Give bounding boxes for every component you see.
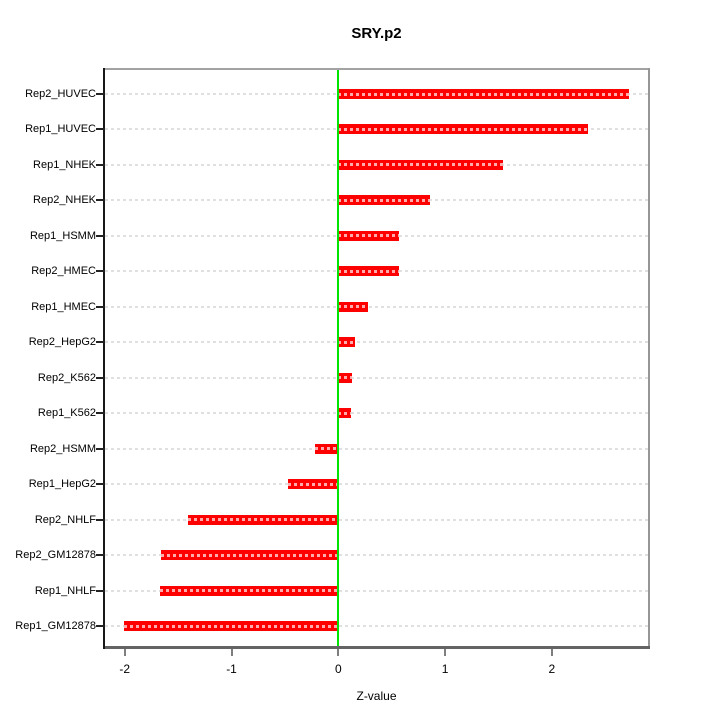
x-tick	[337, 649, 340, 656]
bar-dash-pattern	[314, 447, 339, 451]
y-axis-label: Rep2_NHLF	[34, 513, 96, 526]
y-axis-label: Rep2_GM12878	[15, 549, 96, 562]
x-tick	[123, 649, 126, 656]
bar	[159, 585, 339, 596]
plot-border-top	[103, 68, 650, 70]
y-tick	[96, 625, 105, 627]
y-axis-label: Rep2_HSMM	[29, 442, 96, 455]
grid-line	[105, 483, 648, 486]
x-tick-label: 0	[334, 662, 342, 676]
x-tick-label: -1	[226, 662, 237, 676]
bar	[338, 230, 400, 241]
bar	[338, 337, 356, 348]
bar	[161, 550, 339, 561]
bar-dash-pattern	[338, 198, 431, 202]
y-tick	[96, 163, 105, 166]
grid-line	[105, 341, 648, 344]
plot-border-right	[648, 68, 650, 649]
bar-dash-pattern	[123, 624, 339, 628]
bar-dash-pattern	[338, 163, 503, 167]
bar-dash-pattern	[338, 92, 629, 96]
y-axis-label: Rep1_GM12878	[15, 620, 96, 632]
y-axis-label: Rep1_K562	[37, 407, 96, 420]
bar	[338, 301, 369, 312]
grid-line	[105, 518, 648, 521]
x-tick-label: 2	[548, 662, 556, 676]
plot-area	[105, 70, 648, 646]
bar	[338, 372, 353, 383]
y-tick	[96, 589, 105, 592]
bar-dash-pattern	[338, 340, 356, 344]
bar	[338, 159, 503, 170]
y-axis-label: Rep1_NHEK	[33, 158, 96, 171]
y-axis-label: Rep1_HepG2	[28, 478, 96, 491]
y-tick	[96, 270, 105, 273]
bar	[338, 89, 629, 99]
x-tick	[550, 649, 553, 656]
y-tick	[96, 447, 105, 450]
bar	[338, 266, 400, 277]
grid-line	[105, 447, 648, 450]
y-tick	[96, 376, 105, 379]
grid-line	[105, 589, 648, 592]
y-axis-label: Rep1_HSMM	[29, 229, 96, 242]
bar	[314, 443, 339, 454]
bar	[338, 195, 431, 206]
zero-line	[337, 70, 340, 646]
x-tick	[230, 649, 233, 656]
x-tick	[444, 649, 447, 656]
y-axis-label: Rep2_K562	[37, 371, 96, 384]
y-tick	[96, 412, 105, 415]
bar	[288, 479, 339, 490]
y-axis-label: Rep1_HMEC	[31, 300, 96, 313]
y-tick	[96, 128, 105, 131]
y-axis-label: Rep2_HMEC	[31, 265, 96, 278]
bar-dash-pattern	[338, 411, 352, 415]
bar-dash-pattern	[159, 589, 339, 593]
bar-dash-pattern	[338, 234, 400, 238]
grid-line	[105, 305, 648, 308]
y-axis-label: Rep2_NHEK	[33, 194, 96, 207]
x-tick-label: -2	[119, 662, 131, 676]
y-tick	[96, 93, 105, 95]
y-tick	[96, 305, 105, 308]
bar-dash-pattern	[288, 482, 339, 486]
y-axis-label: Rep1_HUVEC	[25, 123, 96, 136]
grid-line	[105, 376, 648, 379]
y-axis-label: Rep1_NHLF	[34, 584, 96, 597]
bar-dash-pattern	[338, 269, 400, 273]
plot-border-bottom	[103, 646, 650, 649]
y-tick	[96, 199, 105, 202]
bar-dash-pattern	[338, 305, 369, 309]
y-tick	[96, 341, 105, 344]
bar	[187, 514, 339, 525]
y-tick	[96, 234, 105, 237]
plot-border-left	[103, 68, 105, 649]
y-tick	[96, 554, 105, 557]
grid-line	[105, 625, 648, 627]
bar	[338, 408, 352, 419]
y-axis-label: Rep2_HUVEC	[25, 88, 96, 100]
bar-dash-pattern	[338, 127, 589, 131]
grid-line	[105, 554, 648, 557]
y-tick	[96, 518, 105, 521]
y-tick	[96, 483, 105, 486]
bar	[338, 124, 589, 135]
chart-title: SRY.p2	[351, 25, 402, 42]
x-axis-title: Z-value	[356, 689, 397, 703]
bar-dash-pattern	[187, 518, 339, 522]
x-tick-label: 1	[441, 662, 449, 676]
grid-line	[105, 412, 648, 415]
y-axis-label: Rep2_HepG2	[28, 336, 96, 349]
bar-dash-pattern	[161, 553, 339, 557]
bar	[123, 621, 339, 631]
bar-dash-pattern	[338, 376, 353, 380]
